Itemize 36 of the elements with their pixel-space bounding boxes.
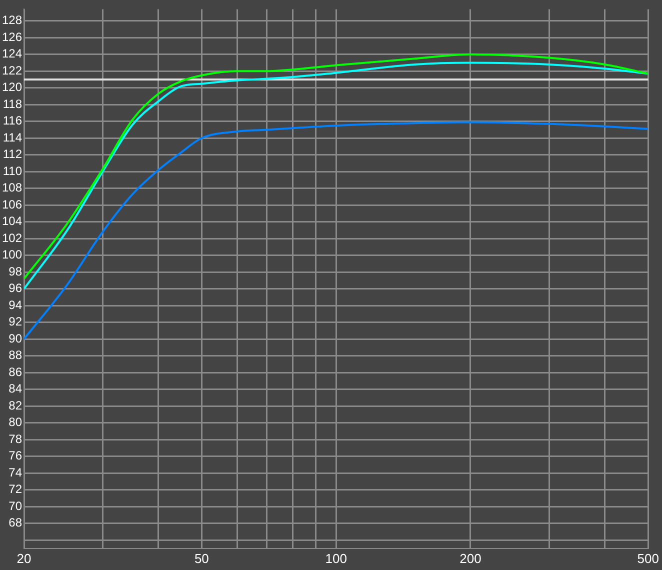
y-tick-label: 104 (2, 214, 22, 228)
y-tick-label: 94 (8, 298, 22, 312)
x-tick-label: 200 (460, 550, 482, 566)
y-tick-label: 82 (8, 398, 22, 412)
y-tick-label: 84 (8, 382, 22, 396)
y-tick-label: 122 (2, 63, 22, 78)
y-tick-label: 92 (8, 314, 22, 329)
y-tick-label: 120 (2, 80, 22, 94)
y-tick-label: 70 (8, 498, 22, 513)
y-tick-label: 78 (8, 432, 22, 446)
x-tick-label: 20 (16, 550, 32, 566)
y-tick-label: 80 (8, 415, 22, 430)
y-tick-label: 76 (8, 448, 22, 463)
y-tick-label: 126 (2, 30, 22, 44)
y-tick-label: 72 (8, 482, 22, 496)
y-tick-label: 108 (2, 180, 22, 195)
y-tick-label: 128 (2, 13, 22, 28)
y-tick-label: 96 (8, 281, 22, 296)
y-tick-label: 86 (8, 364, 22, 379)
y-tick-label: 106 (2, 197, 22, 212)
y-tick-label: 112 (2, 147, 22, 162)
y-tick-label: 90 (8, 331, 22, 346)
x-tick-label: 100 (325, 550, 347, 566)
x-tick-label: 50 (194, 550, 209, 566)
y-tick-label: 110 (2, 164, 22, 178)
x-tick-label: 500 (637, 550, 660, 566)
y-tick-label: 88 (8, 348, 22, 362)
y-tick-label: 68 (8, 516, 22, 530)
y-tick-label: 118 (2, 96, 22, 111)
y-tick-label: 98 (8, 264, 22, 278)
y-tick-label: 114 (2, 130, 22, 144)
y-tick-label: 102 (2, 230, 22, 245)
y-tick-label: 116 (2, 114, 22, 128)
y-tick-label: 100 (2, 248, 22, 262)
y-tick-label: 74 (8, 465, 22, 480)
y-tick-label: 124 (2, 46, 22, 61)
